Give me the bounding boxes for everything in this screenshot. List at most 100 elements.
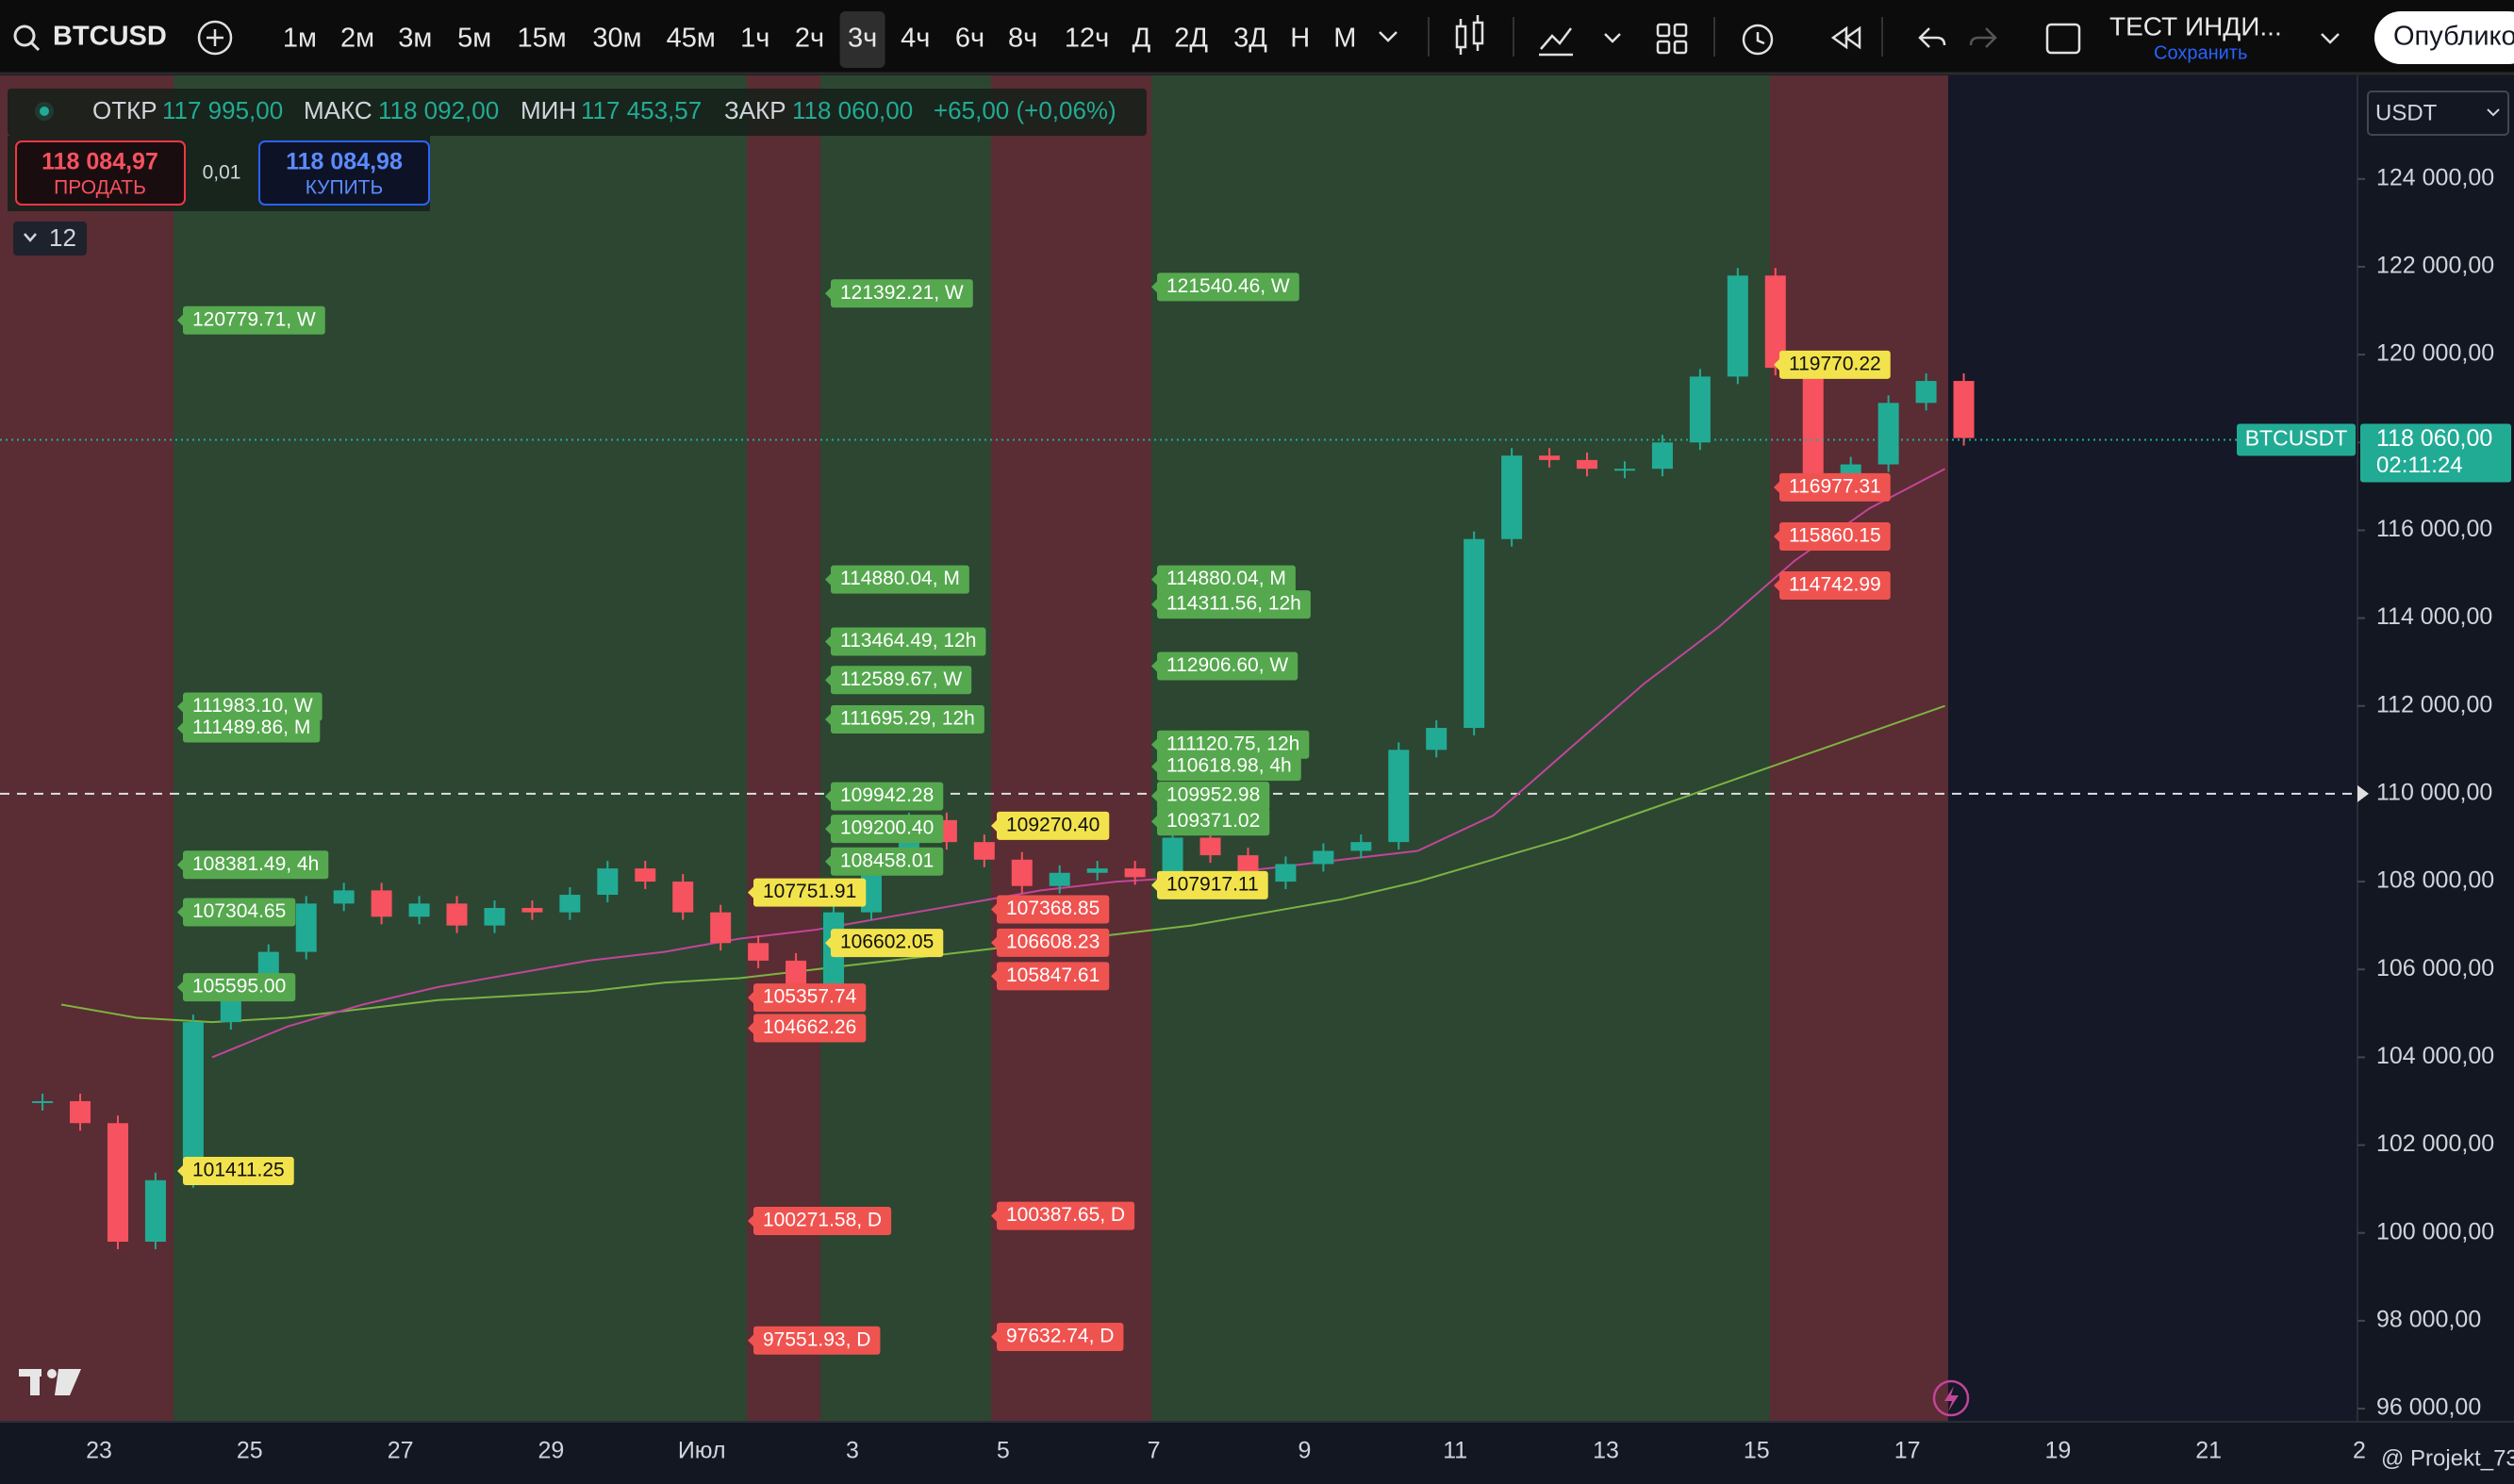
legend-change: +65,00 (+0,06%) [934,96,1116,124]
chevron [24,233,37,242]
search-icon[interactable] [13,25,36,47]
level-label-text: 104662.26 [763,1016,856,1038]
indicators-icon[interactable] [1539,27,1573,57]
level-label [831,627,986,656]
symbol-tag [2237,423,2356,456]
currency-select[interactable] [2367,91,2509,136]
redo[interactable] [1969,27,1997,48]
save[interactable]: Сохранить [2154,42,2247,63]
chevron[interactable] [2321,33,2340,44]
level-label-text: 107368.85 [1006,898,1100,919]
candle [1539,455,1561,460]
candle [70,1100,91,1124]
timeframe[interactable]: 4ч [901,24,930,54]
alert-icon[interactable] [1932,1379,1970,1417]
level-label [831,704,984,734]
buy-button[interactable] [258,140,430,206]
add-symbol[interactable] [197,20,233,56]
level-label-text: 114311.56, 12h [1166,593,1301,615]
replay-icon[interactable] [1830,25,1861,50]
y-tick-label: 100 000,00 [2376,1218,2494,1245]
fullscreen[interactable] [2045,23,2081,55]
timeframe[interactable]: 1ч [740,24,769,54]
timeframe[interactable]: Н [1290,24,1310,54]
candle [1350,842,1372,851]
timeframe[interactable]: 30м [592,24,641,54]
timeframe[interactable]: 3ч [848,24,877,54]
legend-value: 118 092,00 [378,96,499,124]
publish-button[interactable] [2374,11,2514,64]
candle [1727,275,1748,377]
candle [484,908,505,926]
legend-label: МИН [521,96,576,124]
add-symbol-plus [207,29,223,46]
level-label [997,962,1110,991]
candle [182,1022,204,1180]
level-label-notch [1774,358,1779,371]
timeframe[interactable]: 2м [340,24,374,54]
spread: 0,01 [203,162,241,184]
level-label [1157,272,1299,302]
candle [1426,728,1447,750]
sell-price: 118 084,97 [41,149,158,175]
indicators-count: 12 [49,223,76,252]
legend-label: ОТКР [92,96,157,124]
chevron[interactable] [1604,33,1621,43]
level-label-text: 109200.40 [840,817,934,839]
timeframe[interactable]: 12ч [1065,24,1109,54]
level-label-notch [748,886,753,899]
timeframe-more[interactable] [1379,31,1398,42]
alert-clock[interactable] [1742,24,1774,56]
legend-value: 117 453,57 [581,96,702,124]
layout-name[interactable]: ТЕСТ ИНДИ... [2109,11,2282,41]
layouts-icon[interactable] [1656,23,1688,55]
legend-label: ЗАКР [724,96,786,124]
timeframe[interactable]: 1м [283,24,317,54]
candle [1011,859,1033,886]
candle [1388,750,1410,843]
timeframe[interactable]: 2Д [1174,24,1208,54]
timeframe[interactable]: 5м [457,24,491,54]
timeframe[interactable]: М [1333,24,1356,54]
level-label [1157,870,1268,899]
timeframe[interactable]: 8ч [1008,24,1037,54]
currency: USDT [2375,100,2438,125]
timeframe[interactable]: Д [1133,24,1151,54]
session-zone [174,75,747,1422]
symbol[interactable]: BTCUSD [53,22,167,52]
indicators-toggle[interactable] [13,222,87,256]
legend-value: 118 060,00 [792,96,913,124]
y-tick-label: 124 000,00 [2376,164,2494,190]
timeframe[interactable]: 2ч [795,24,824,54]
candle [295,903,317,952]
candle [371,890,392,917]
x-tick-label: 9 [1298,1438,1311,1464]
x-tick-label: 21 [2195,1438,2222,1464]
level-label [831,279,973,308]
level-label [183,305,325,335]
level-label-notch [991,819,997,832]
timeframe[interactable]: 3м [398,24,432,54]
timeframe[interactable]: 45м [667,24,716,54]
level-label [997,811,1110,840]
countdown: 02:11:24 [2376,453,2463,478]
candle [597,868,619,896]
sell-button[interactable] [15,140,186,206]
level-label [183,850,329,880]
timeframe[interactable]: 15м [517,24,566,54]
candles-icon[interactable] [1455,15,1484,55]
timeframe[interactable]: 3Д [1233,24,1267,54]
level-label-text: 120779.71, W [192,308,316,330]
level-label-notch [177,906,183,918]
undo[interactable] [1918,27,1946,48]
session-zone [991,75,1151,1422]
level-label-notch [1151,879,1157,891]
level-label [831,666,972,695]
candle [144,1179,166,1243]
ohlc-legend: ОТКР 117 995,00 МАКС 118 092,00 МИН 117 … [92,96,1116,124]
price-axis [2357,75,2514,1422]
timeframe[interactable]: 6ч [955,24,984,54]
level-label [831,815,944,844]
x-tick-label: 29 [538,1438,564,1464]
